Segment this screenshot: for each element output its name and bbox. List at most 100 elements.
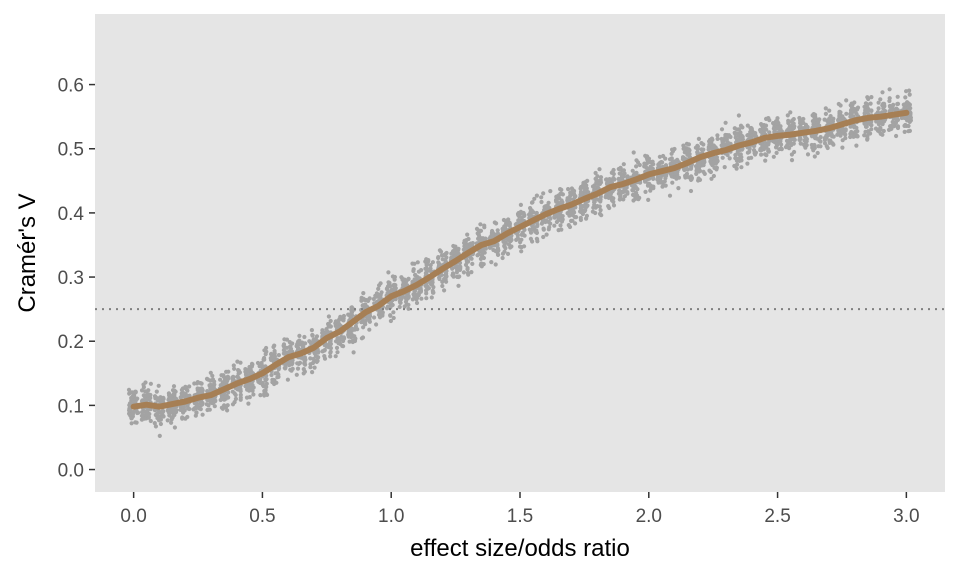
data-point [295, 366, 301, 371]
x-axis: 0.0 0.5 1.0 1.5 2.0 2.5 3.0 [120, 492, 920, 527]
data-point [187, 406, 192, 412]
data-point [481, 255, 486, 261]
data-point [393, 283, 398, 288]
data-point [779, 142, 784, 147]
data-point [774, 150, 779, 155]
data-point [461, 270, 466, 275]
data-point [264, 345, 269, 351]
data-point [799, 121, 804, 126]
data-point [276, 353, 281, 358]
data-point [658, 175, 663, 180]
data-point [850, 102, 855, 107]
data-point [158, 421, 163, 427]
data-point [753, 133, 758, 138]
data-point [495, 228, 500, 233]
data-point [829, 120, 835, 125]
data-point [763, 143, 768, 148]
data-point [581, 208, 587, 213]
data-point [719, 127, 725, 132]
data-point [238, 387, 243, 392]
data-point [667, 157, 673, 162]
data-point [843, 128, 848, 133]
data-point [140, 413, 145, 418]
data-point [598, 208, 603, 213]
data-point [881, 128, 886, 134]
data-point [778, 124, 783, 129]
data-point [479, 264, 484, 269]
data-point [147, 411, 152, 417]
data-point [455, 251, 460, 256]
data-point [301, 367, 306, 372]
data-point [745, 133, 750, 138]
x-tick-label: 1.5 [507, 506, 533, 527]
data-point [180, 392, 185, 397]
data-point [475, 253, 480, 258]
data-point [823, 111, 829, 116]
data-point [586, 190, 591, 195]
data-point [210, 373, 215, 378]
data-point [515, 233, 520, 238]
data-point [321, 331, 326, 336]
data-point [519, 249, 524, 254]
data-point [738, 123, 744, 128]
data-point [424, 288, 429, 293]
data-point [457, 267, 463, 272]
data-point [260, 380, 265, 386]
data-point [327, 342, 333, 347]
data-point [908, 115, 914, 120]
data-point [518, 209, 524, 214]
data-point [428, 263, 433, 268]
data-point [533, 229, 538, 234]
data-point [476, 233, 482, 238]
data-point [326, 314, 331, 319]
y-axis: 0.0 0.1 0.2 0.3 0.4 0.5 0.6 [58, 76, 95, 482]
data-point [183, 384, 188, 389]
data-point [463, 262, 469, 267]
data-point [607, 205, 612, 211]
data-point [535, 237, 540, 242]
data-point [219, 405, 224, 410]
data-point [681, 143, 686, 148]
x-axis-title: effect size/odds ratio [410, 535, 630, 562]
data-point [739, 147, 745, 152]
data-point [709, 176, 714, 181]
data-point [710, 162, 715, 168]
data-point [579, 204, 585, 209]
data-point [790, 126, 795, 131]
data-point [593, 176, 598, 181]
data-point [546, 200, 551, 205]
data-point [272, 351, 277, 356]
data-point [504, 221, 509, 226]
data-point [889, 123, 894, 128]
data-point [828, 139, 833, 144]
data-point [656, 180, 661, 185]
data-point [491, 247, 496, 253]
data-point [824, 135, 829, 140]
data-point [335, 350, 340, 355]
data-point [739, 165, 744, 170]
data-point [814, 117, 819, 122]
data-point [907, 92, 912, 97]
data-point [558, 191, 563, 196]
data-point [732, 126, 737, 131]
data-point [474, 226, 480, 231]
data-point [862, 133, 867, 138]
data-point [218, 383, 223, 388]
data-point [739, 133, 744, 138]
data-point [165, 418, 170, 423]
data-point [363, 322, 368, 327]
data-point [546, 227, 551, 232]
data-point [490, 230, 495, 235]
data-point [609, 170, 614, 175]
data-point [880, 90, 885, 95]
data-point [336, 318, 341, 323]
data-point [848, 134, 853, 140]
data-point [539, 199, 544, 205]
data-point [412, 289, 417, 294]
data-point [823, 106, 828, 111]
data-point [901, 102, 906, 107]
data-point [791, 117, 796, 122]
data-point [372, 315, 377, 320]
data-point [701, 169, 706, 174]
data-point [338, 341, 343, 346]
